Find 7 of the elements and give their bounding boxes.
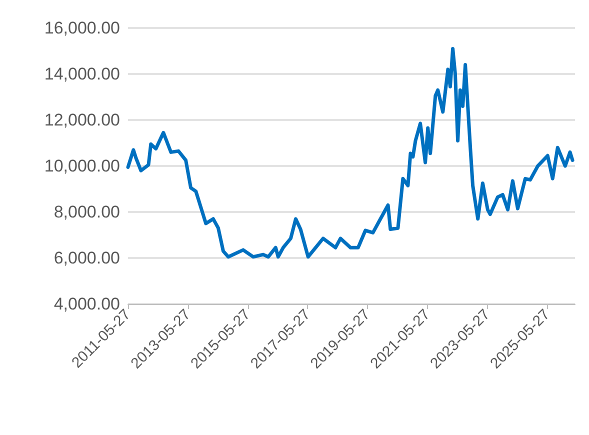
y-tick-label: 10,000.00	[44, 156, 120, 176]
line-series	[126, 46, 574, 259]
y-tick-label: 12,000.00	[44, 110, 120, 130]
y-tick-label: 16,000.00	[44, 18, 120, 38]
y-tick-label: 6,000.00	[54, 248, 120, 268]
y-tick-label: 8,000.00	[54, 202, 120, 222]
y-tick-label: 14,000.00	[44, 64, 120, 84]
